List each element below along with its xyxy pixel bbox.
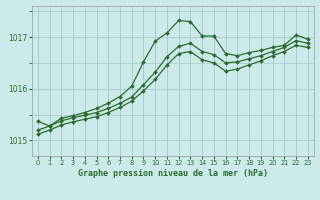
- X-axis label: Graphe pression niveau de la mer (hPa): Graphe pression niveau de la mer (hPa): [78, 169, 268, 178]
